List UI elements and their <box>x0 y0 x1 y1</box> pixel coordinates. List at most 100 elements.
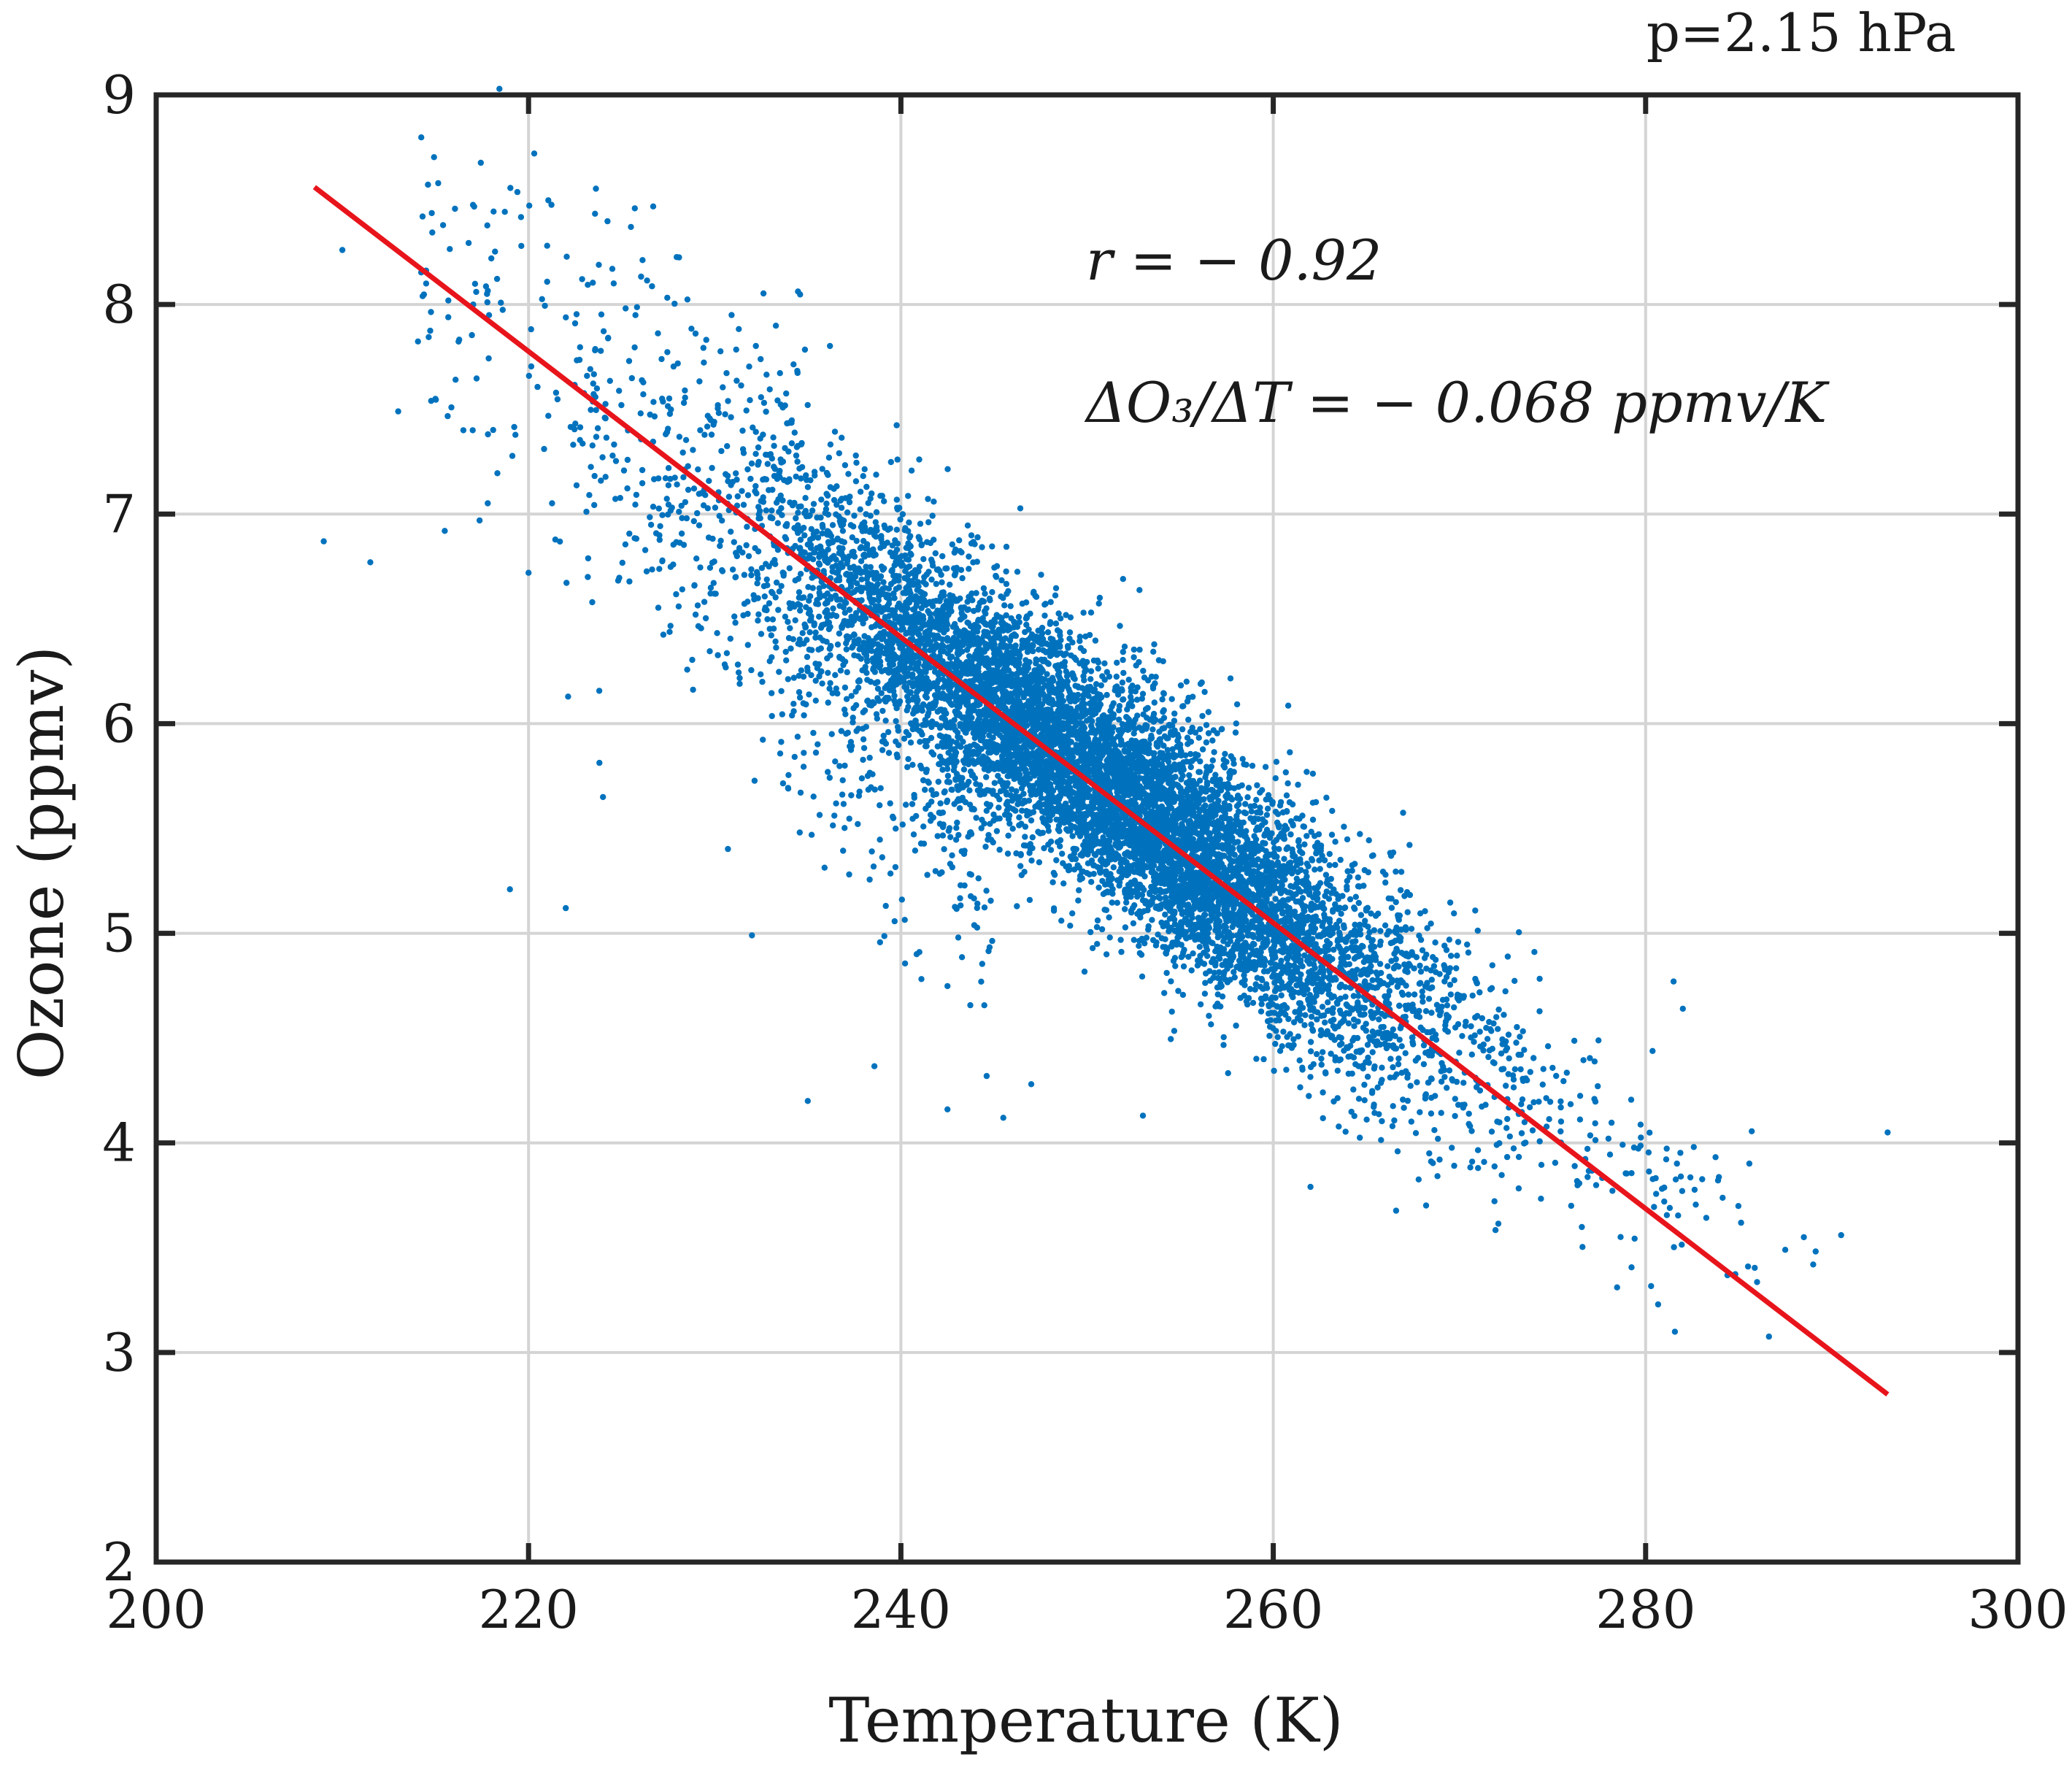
scatter-point <box>1089 945 1096 952</box>
scatter-point <box>1302 1012 1309 1018</box>
scatter-point <box>680 399 688 407</box>
scatter-point <box>1038 572 1044 578</box>
scatter-point <box>585 555 592 562</box>
scatter-point <box>1417 962 1423 969</box>
scatter-point <box>806 646 813 653</box>
scatter-point <box>796 689 803 696</box>
scatter-point <box>912 847 919 854</box>
scatter-point <box>874 580 881 588</box>
scatter-point <box>989 937 995 945</box>
scatter-point <box>1001 602 1008 609</box>
scatter-point <box>718 447 725 455</box>
scatter-point <box>807 477 814 484</box>
scatter-point <box>795 509 801 516</box>
scatter-point <box>712 504 719 511</box>
scatter-point <box>901 960 909 967</box>
scatter-point <box>1249 762 1256 769</box>
scatter-point <box>864 677 871 683</box>
scatter-point <box>1328 1018 1334 1025</box>
scatter-point <box>1296 1057 1303 1064</box>
scatter-point <box>827 441 834 448</box>
scatter-point <box>1205 709 1212 715</box>
scatter-point <box>840 801 847 807</box>
scatter-point <box>579 276 585 282</box>
scatter-point <box>883 594 890 601</box>
scatter-point <box>1095 665 1101 672</box>
scatter-point <box>1318 1061 1325 1068</box>
scatter-point <box>825 669 831 676</box>
scatter-point <box>758 671 764 677</box>
scatter-point <box>767 451 774 458</box>
scatter-point <box>853 537 860 545</box>
scatter-point <box>1258 1008 1265 1015</box>
scatter-point <box>622 541 629 547</box>
scatter-point <box>744 599 751 605</box>
scatter-point <box>584 372 590 380</box>
scatter-point <box>1332 839 1339 845</box>
scatter-point <box>1325 999 1331 1006</box>
scatter-point <box>1028 817 1035 824</box>
scatter-point <box>628 374 635 382</box>
scatter-point <box>1336 1007 1344 1014</box>
scatter-point <box>633 304 640 310</box>
scatter-point <box>1244 794 1251 801</box>
scatter-point <box>858 775 866 782</box>
scatter-point <box>975 875 982 882</box>
scatter-point <box>867 564 874 571</box>
scatter-point <box>1201 688 1208 696</box>
scatter-point <box>1303 769 1310 775</box>
scatter-point <box>1529 1127 1536 1134</box>
scatter-point <box>1178 954 1185 961</box>
scatter-point <box>871 1063 878 1069</box>
scatter-point <box>1045 828 1052 834</box>
scatter-point <box>844 509 851 516</box>
scatter-point <box>774 520 782 526</box>
scatter-point <box>717 542 723 550</box>
scatter-point <box>1539 1081 1546 1088</box>
scatter-point <box>1159 750 1166 757</box>
scatter-point <box>792 577 798 584</box>
scatter-point <box>931 537 937 543</box>
scatter-point <box>733 346 739 353</box>
scatter-point <box>1434 1173 1441 1180</box>
scatter-point <box>1069 833 1076 839</box>
scatter-point <box>1168 1008 1175 1015</box>
scatter-point <box>1395 1061 1402 1068</box>
scatter-point <box>599 454 606 461</box>
scatter-point <box>1312 833 1318 839</box>
scatter-point <box>903 801 909 808</box>
scatter-point <box>1003 580 1010 588</box>
scatter-point <box>1004 799 1011 805</box>
scatter-point <box>1344 868 1351 874</box>
scatter-point <box>869 848 875 855</box>
scatter-point <box>684 666 690 673</box>
scatter-point <box>879 707 886 715</box>
scatter-point <box>619 559 625 566</box>
scatter-point <box>744 466 751 473</box>
scatter-point <box>1041 845 1047 852</box>
scatter-point <box>692 330 699 337</box>
scatter-point <box>1081 968 1088 975</box>
scatter-point <box>955 831 962 839</box>
scatter-point <box>1094 917 1101 924</box>
scatter-point <box>1338 1034 1344 1042</box>
scatter-point <box>825 546 831 553</box>
scatter-point <box>826 774 833 781</box>
scatter-point <box>744 523 750 530</box>
scatter-point <box>973 780 979 788</box>
scatter-point <box>949 852 955 859</box>
scatter-point <box>1066 629 1074 636</box>
scatter-point <box>1139 973 1146 980</box>
scatter-point <box>697 427 704 434</box>
scatter-point <box>778 688 785 694</box>
scatter-point <box>747 475 754 482</box>
scatter-point <box>1087 928 1094 936</box>
scatter-point <box>1431 1127 1438 1134</box>
scatter-point <box>1149 726 1156 733</box>
scatter-point <box>1203 722 1210 728</box>
scatter-point <box>759 678 766 685</box>
scatter-point <box>667 507 674 514</box>
scatter-point <box>1319 1004 1326 1010</box>
scatter-point <box>790 701 797 707</box>
scatter-point <box>820 637 826 644</box>
